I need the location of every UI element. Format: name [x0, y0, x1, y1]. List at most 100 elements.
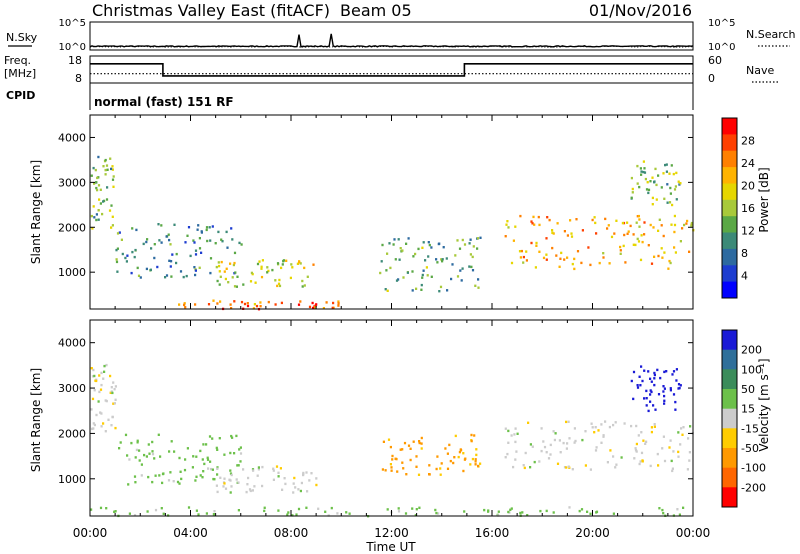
- heatmap-cell: [216, 448, 219, 451]
- heatmap-cell: [619, 249, 622, 252]
- heatmap-cell: [126, 254, 129, 257]
- heatmap-cell: [90, 408, 93, 411]
- heatmap-cell: [427, 241, 430, 244]
- heatmap-cell: [640, 170, 643, 173]
- heatmap-cell: [659, 376, 662, 380]
- heatmap-cell: [636, 237, 639, 241]
- heatmap-cell: [669, 186, 672, 190]
- heatmap-cell: [468, 265, 471, 268]
- heatmap-cell: [653, 423, 656, 426]
- heatmap-cell: [297, 303, 301, 306]
- heatmap-cell: [287, 511, 290, 514]
- colorbar-segment: [722, 265, 737, 283]
- heatmap-cell: [671, 469, 674, 473]
- power-heatmap: [90, 155, 695, 311]
- heatmap-cell: [303, 284, 306, 287]
- heatmap-cell: [109, 157, 112, 160]
- heatmap-cell: [638, 225, 641, 228]
- heatmap-cell: [385, 269, 388, 272]
- colorbar-segment: [722, 448, 737, 469]
- heatmap-cell: [641, 459, 644, 462]
- heatmap-cell: [636, 164, 639, 168]
- heatmap-cell: [461, 238, 464, 242]
- heatmap-cell: [99, 411, 102, 414]
- heatmap-cell: [398, 258, 401, 261]
- heatmap-cell: [393, 238, 396, 241]
- noise-sky-series: [89, 33, 694, 48]
- heatmap-cell: [632, 397, 635, 401]
- heatmap-cell: [438, 242, 441, 245]
- heatmap-cell: [230, 473, 233, 477]
- heatmap-cell: [213, 510, 216, 513]
- heatmap-cell: [205, 443, 208, 446]
- heatmap-cell: [420, 447, 423, 450]
- heatmap-cell: [242, 283, 245, 286]
- heatmap-cell: [178, 456, 181, 460]
- heatmap-cell: [245, 490, 248, 494]
- heatmap-cell: [435, 467, 438, 471]
- heatmap-cell: [90, 214, 93, 218]
- heatmap-cell: [421, 276, 424, 279]
- heatmap-cell: [97, 400, 100, 403]
- heatmap-cell: [234, 271, 237, 274]
- heatmap-cell: [525, 259, 528, 262]
- heatmap-cell: [539, 509, 542, 513]
- heatmap-cell: [104, 430, 107, 433]
- heatmap-cell: [381, 468, 384, 471]
- heatmap-cell: [98, 390, 101, 394]
- heatmap-cell: [629, 224, 632, 228]
- heatmap-cell: [280, 266, 283, 270]
- heatmap-cell: [470, 439, 473, 443]
- heatmap-cell: [418, 440, 421, 443]
- heatmap-cell: [277, 282, 281, 285]
- heatmap-cell: [337, 302, 340, 305]
- heatmap-cell: [219, 476, 222, 479]
- heatmap-cell: [666, 183, 669, 186]
- heatmap-cell: [95, 213, 98, 216]
- heatmap-cell: [676, 508, 679, 511]
- heatmap-cell: [578, 509, 581, 513]
- heatmap-cell: [640, 451, 644, 455]
- heatmap-cell: [146, 510, 149, 513]
- heatmap-cell: [224, 487, 228, 490]
- heatmap-cell: [545, 451, 548, 454]
- colorbar-segment: [722, 487, 737, 508]
- heatmap-cell: [389, 266, 392, 270]
- heatmap-cell: [217, 230, 220, 234]
- heatmap-cell: [656, 452, 659, 456]
- heatmap-cell: [637, 214, 640, 218]
- heatmap-cell: [678, 183, 681, 186]
- heatmap-cell: [591, 426, 594, 429]
- heatmap-cell: [197, 513, 200, 516]
- heatmap-cell: [139, 276, 142, 279]
- heatmap-cell: [570, 235, 574, 238]
- heatmap-cell: [581, 229, 584, 232]
- heatmap-cell: [463, 243, 467, 246]
- heatmap-cell: [397, 238, 400, 241]
- heatmap-cell: [612, 423, 615, 427]
- freq-panel-frame: [89, 55, 694, 84]
- heatmap-cell: [225, 230, 228, 234]
- heatmap-cell: [173, 223, 176, 226]
- heatmap-cell: [456, 239, 459, 242]
- heatmap-cell: [260, 265, 263, 268]
- heatmap-cell: [282, 260, 285, 263]
- heatmap-cell: [463, 510, 466, 513]
- heatmap-cell: [92, 427, 95, 430]
- heatmap-cell: [415, 465, 418, 468]
- heatmap-cell: [683, 223, 686, 227]
- time-tick-label: 04:00: [173, 526, 208, 540]
- heatmap-cell: [124, 256, 127, 260]
- noise-right-tick-top: 10^5: [708, 18, 735, 29]
- heatmap-cell: [551, 246, 554, 250]
- heatmap-cell: [201, 458, 204, 461]
- time-tick-label: 12:00: [374, 526, 409, 540]
- heatmap-cell: [415, 287, 418, 290]
- heatmap-cell: [639, 167, 642, 170]
- heatmap-cell: [602, 435, 605, 438]
- heatmap-cell: [586, 510, 589, 513]
- heatmap-cell: [105, 399, 108, 403]
- heatmap-cell: [671, 467, 674, 470]
- heatmap-cell: [555, 254, 558, 257]
- heatmap-cell: [584, 430, 587, 433]
